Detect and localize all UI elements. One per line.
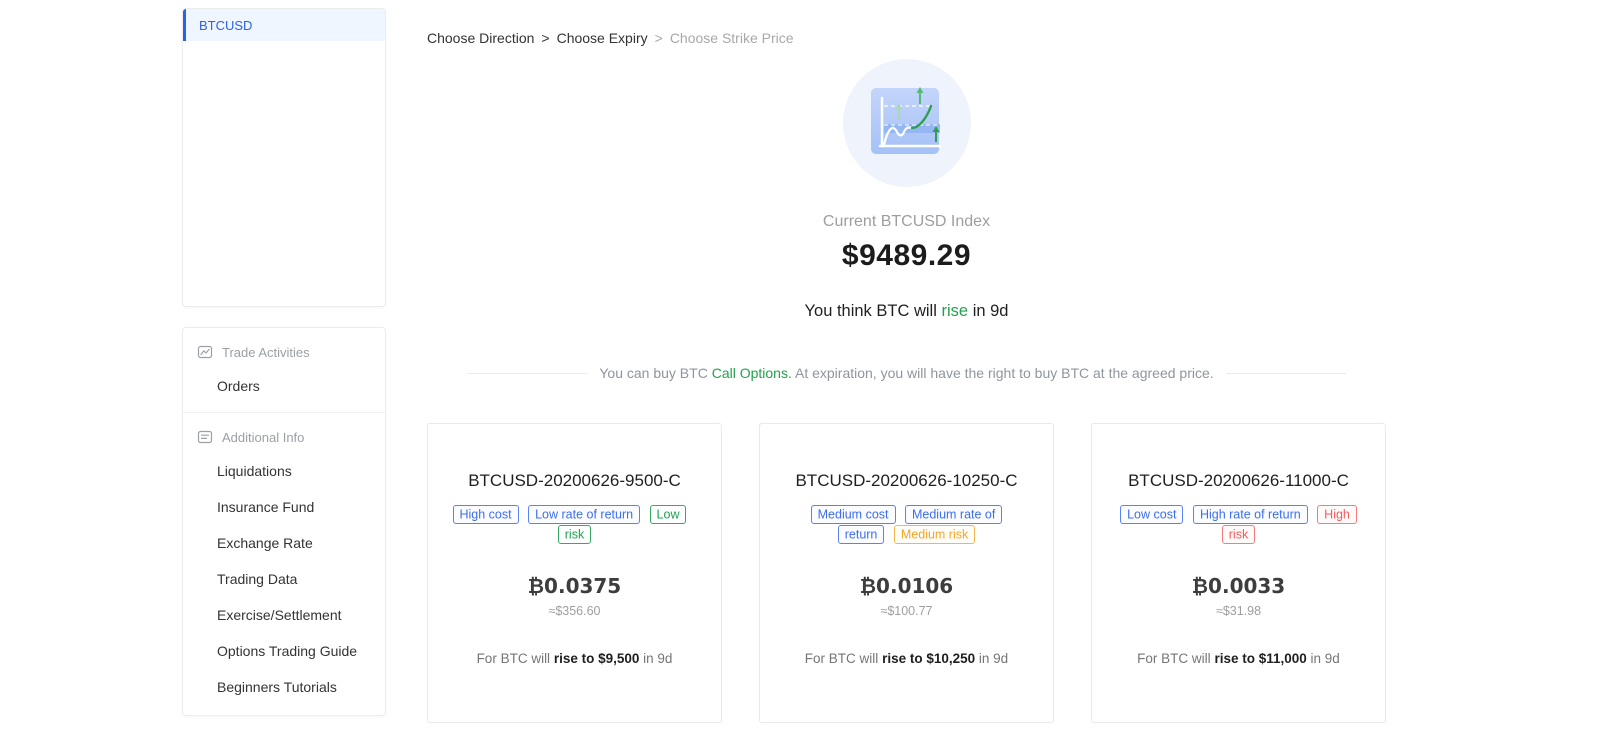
footer-target: rise to $9,500 bbox=[553, 651, 640, 666]
footer-suffix: in 9d bbox=[643, 651, 673, 666]
option-card-10250[interactable]: BTCUSD-20200626-10250-C Medium cost Medi… bbox=[759, 423, 1054, 723]
sidebar-item-insurance-fund[interactable]: Insurance Fund bbox=[217, 499, 315, 515]
option-card-title: BTCUSD-20200626-11000-C bbox=[1128, 471, 1349, 490]
option-card-9500[interactable]: BTCUSD-20200626-9500-C High cost Low rat… bbox=[427, 423, 722, 723]
tag-low-rate-of-return: Low rate of return bbox=[528, 504, 641, 524]
option-card-footer: For BTC will rise to $10,250 in 9d bbox=[780, 651, 1033, 666]
additional-info-header: Additional Info bbox=[183, 419, 385, 453]
section-divider bbox=[183, 412, 385, 413]
option-card-tags: High cost Low rate of return Low risk bbox=[448, 504, 701, 544]
rising-chart-illustration bbox=[427, 58, 1386, 193]
trend-chart-icon bbox=[197, 344, 213, 360]
option-cards: BTCUSD-20200626-9500-C High cost Low rat… bbox=[427, 423, 1386, 723]
footer-prefix: For BTC will bbox=[476, 651, 551, 666]
sidebar-item-exercise-settlement[interactable]: Exercise/Settlement bbox=[217, 607, 342, 623]
direction-suffix: in 9d bbox=[972, 302, 1009, 320]
breadcrumb-step-choose-strike-price: Choose Strike Price bbox=[669, 30, 794, 46]
option-price-usd: ≈$356.60 bbox=[548, 604, 601, 618]
index-label: Current BTCUSD Index bbox=[822, 213, 991, 230]
tag-high-cost: High cost bbox=[452, 504, 519, 524]
option-card-footer: For BTC will rise to $9,500 in 9d bbox=[448, 651, 701, 666]
divider-line bbox=[1225, 372, 1347, 374]
info-banner-text: You can buy BTC Call Options. At expirat… bbox=[587, 365, 1225, 381]
market-panel: BTCUSD bbox=[182, 8, 386, 307]
section-title: Additional Info bbox=[222, 429, 305, 445]
footer-target: rise to $10,250 bbox=[882, 651, 976, 666]
nav-panel: Trade Activities Orders Additional Info … bbox=[182, 327, 386, 716]
up-arrow bbox=[895, 103, 902, 119]
main-content: Choose Direction > Choose Expiry > Choose St… bbox=[427, 0, 1386, 723]
sidebar-item-liquidations[interactable]: Liquidations bbox=[217, 463, 292, 479]
option-price-usd: ≈$31.98 bbox=[1215, 604, 1262, 618]
footer-target: rise to $11,000 bbox=[1214, 651, 1307, 666]
up-arrow bbox=[916, 87, 923, 104]
direction-highlight: rise bbox=[941, 302, 969, 320]
option-card-tags: Low cost High rate of return High risk bbox=[1112, 504, 1365, 544]
sidebar-item-trading-data[interactable]: Trading Data bbox=[217, 571, 298, 587]
document-lines-icon bbox=[197, 429, 213, 445]
index-hero: Current BTCUSD Index $9489.29 You think … bbox=[427, 58, 1386, 321]
option-price-btc: ₿0.0106 bbox=[859, 574, 954, 598]
breadcrumb-step-choose-expiry[interactable]: Choose Expiry bbox=[556, 30, 648, 46]
footer-prefix: For BTC will bbox=[804, 651, 879, 666]
sidebar-item-options-trading-guide[interactable]: Options Trading Guide bbox=[217, 643, 358, 659]
sidebar-item-beginners-tutorials[interactable]: Beginners Tutorials bbox=[217, 679, 337, 695]
tag-medium-cost: Medium cost bbox=[810, 504, 896, 524]
footer-suffix: in 9d bbox=[1310, 651, 1340, 666]
market-label: BTCUSD bbox=[199, 17, 253, 33]
tag-medium-risk: Medium risk bbox=[893, 524, 976, 544]
info-prefix: You can buy BTC bbox=[599, 365, 708, 381]
direction-statement: You think BTC will rise in 9d bbox=[427, 302, 1386, 321]
up-arrow bbox=[932, 126, 939, 142]
option-card-11000[interactable]: BTCUSD-20200626-11000-C Low cost High ra… bbox=[1091, 423, 1386, 723]
option-card-title: BTCUSD-20200626-9500-C bbox=[468, 471, 681, 490]
option-price-usd: ≈$100.77 bbox=[880, 604, 933, 618]
sidebar-item-orders[interactable]: Orders bbox=[217, 378, 260, 394]
option-card-tags: Medium cost Medium rate of return Medium… bbox=[801, 504, 1013, 544]
option-card-title: BTCUSD-20200626-10250-C bbox=[795, 471, 1018, 490]
breadcrumb-step-choose-direction[interactable]: Choose Direction bbox=[427, 30, 535, 46]
direction-prefix: You think BTC will bbox=[804, 302, 937, 320]
trade-activities-header: Trade Activities bbox=[183, 334, 385, 368]
option-price-btc: ₿0.0033 bbox=[1191, 574, 1286, 598]
section-title: Trade Activities bbox=[222, 344, 310, 360]
breadcrumb: Choose Direction > Choose Expiry > Choose St… bbox=[427, 30, 1386, 46]
breadcrumb-separator: > bbox=[541, 30, 550, 46]
footer-prefix: For BTC will bbox=[1137, 651, 1211, 666]
divider-line bbox=[467, 372, 588, 374]
breadcrumb-separator: > bbox=[654, 30, 663, 46]
info-highlight: Call Options. bbox=[711, 365, 792, 381]
tag-high-rate-of-return: High rate of return bbox=[1192, 504, 1308, 524]
footer-suffix: in 9d bbox=[978, 651, 1009, 666]
sidebar-item-exchange-rate[interactable]: Exchange Rate bbox=[217, 535, 313, 551]
sidebar-item-btcusd[interactable]: BTCUSD bbox=[183, 9, 385, 41]
option-card-footer: For BTC will rise to $11,000 in 9d bbox=[1112, 651, 1365, 666]
index-price: $9489.29 bbox=[841, 239, 972, 272]
option-price-btc: ₿0.0375 bbox=[527, 574, 622, 598]
info-divider: You can buy BTC Call Options. At expirat… bbox=[427, 365, 1386, 381]
tag-low-cost: Low cost bbox=[1120, 504, 1184, 524]
info-suffix: At expiration, you will have the right t… bbox=[794, 365, 1214, 381]
sidebar: BTCUSD Trade Activities Orders bbox=[182, 8, 386, 716]
